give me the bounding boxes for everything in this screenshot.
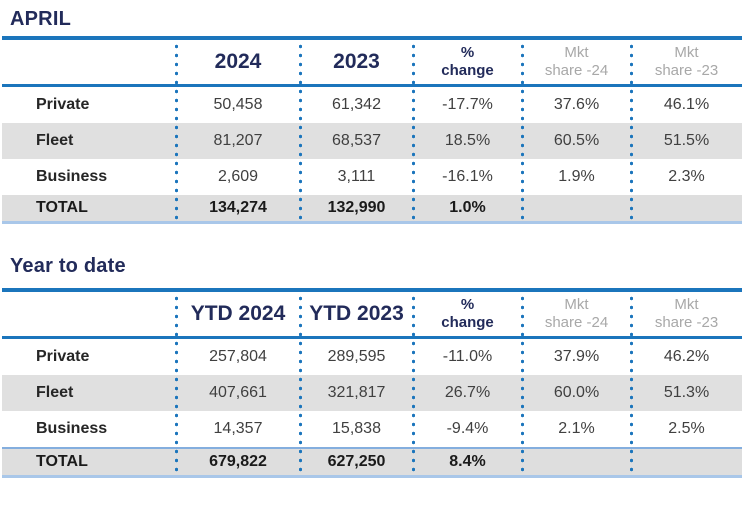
header-mkt-share-24-line1: Mkt (564, 296, 589, 313)
value-cell: -17.7% (442, 96, 493, 113)
value-cell: 37.6% (553, 96, 600, 113)
year-to-date-table: YTD 2024 YTD 2023 % change Mkt share -24… (2, 288, 742, 478)
table-header-row: YTD 2024 YTD 2023 % change Mkt share -24… (2, 292, 742, 339)
value-cell: 26.7% (444, 384, 491, 401)
april-table: 2024 2023 % change Mkt share -24 Mkt sha… (2, 36, 742, 224)
value-cell: 1.0% (449, 199, 486, 216)
value-cell: 1.9% (558, 168, 595, 185)
value-cell: 8.4% (449, 453, 486, 470)
value-cell: -16.1% (442, 168, 493, 185)
value-cell: 2.3% (668, 168, 705, 185)
row-label: Private (36, 96, 90, 113)
header-pct-change-line1: % (460, 44, 475, 61)
table-row-private: Private 257,804 289,595 -11.0% 37.9% 46.… (2, 339, 742, 375)
value-cell: 51.5% (663, 132, 710, 149)
header-pct-change-line2: change (441, 62, 494, 79)
value-cell: 68,537 (332, 132, 381, 149)
value-cell: 321,817 (327, 384, 386, 401)
value-cell: -9.4% (446, 420, 489, 437)
value-cell: 627,250 (327, 453, 386, 470)
table-row-total: TOTAL 679,822 627,250 8.4% (2, 447, 742, 478)
header-mkt-share-24-line2: share -24 (544, 62, 609, 79)
header-mkt-share-24-line1: Mkt (564, 44, 589, 61)
row-label: Private (36, 348, 90, 365)
value-cell: 257,804 (209, 348, 267, 365)
row-label: TOTAL (36, 199, 88, 216)
value-cell: 46.2% (663, 348, 710, 365)
header-mkt-share-24-line2: share -24 (544, 314, 609, 331)
header-mkt-share-23: Mkt share -23 (631, 296, 742, 332)
header-ytd-2024: YTD 2024 (190, 302, 286, 325)
value-cell: 81,207 (213, 132, 263, 149)
header-ytd-2023: YTD 2023 (309, 302, 404, 325)
value-cell: 679,822 (209, 453, 267, 470)
row-label: TOTAL (36, 453, 88, 470)
value-cell: 132,990 (327, 199, 386, 216)
value-cell: 15,838 (332, 420, 381, 437)
value-cell: 60.0% (553, 384, 600, 401)
header-mkt-share-24: Mkt share -24 (522, 44, 631, 80)
value-cell: 289,595 (327, 348, 386, 365)
header-mkt-share-23-line2: share -23 (654, 62, 719, 79)
value-cell: 46.1% (663, 96, 710, 113)
header-pct-change-line2: change (441, 314, 494, 331)
value-cell: -11.0% (442, 348, 493, 365)
header-mkt-share-23: Mkt share -23 (631, 44, 742, 80)
table-row-fleet: Fleet 81,207 68,537 18.5% 60.5% 51.5% (2, 123, 742, 159)
header-pct-change: % change (413, 44, 522, 80)
header-mkt-share-23-line2: share -23 (654, 314, 719, 331)
header-year-2023: 2023 (333, 50, 380, 73)
value-cell: 2.5% (668, 420, 705, 437)
value-cell: 2,609 (217, 168, 259, 185)
value-cell: 3,111 (337, 168, 376, 185)
value-cell: 50,458 (213, 96, 263, 113)
row-label: Fleet (36, 132, 74, 149)
table-row-fleet: Fleet 407,661 321,817 26.7% 60.0% 51.3% (2, 375, 742, 411)
table-row-total: TOTAL 134,274 132,990 1.0% (2, 195, 742, 224)
value-cell: 407,661 (209, 384, 267, 401)
value-cell: 51.3% (663, 384, 710, 401)
row-label: Fleet (36, 384, 74, 401)
value-cell: 2.1% (558, 420, 595, 437)
section-title-april: APRIL (10, 8, 71, 30)
section-title-year-to-date: Year to date (10, 255, 126, 277)
header-mkt-share-23-line1: Mkt (674, 296, 699, 313)
row-label: Business (36, 420, 108, 437)
table-header-row: 2024 2023 % change Mkt share -24 Mkt sha… (2, 40, 742, 87)
header-year-2024: 2024 (214, 50, 262, 73)
table-row-business: Business 14,357 15,838 -9.4% 2.1% 2.5% (2, 411, 742, 447)
row-label: Business (36, 168, 108, 185)
report-page: APRIL 2024 2023 % change Mkt share -24 M… (2, 8, 742, 478)
value-cell: 61,342 (332, 96, 381, 113)
value-cell: 18.5% (444, 132, 491, 149)
value-cell: 14,357 (213, 420, 263, 437)
header-mkt-share-23-line1: Mkt (674, 44, 699, 61)
header-mkt-share-24: Mkt share -24 (522, 296, 631, 332)
table-row-business: Business 2,609 3,111 -16.1% 1.9% 2.3% (2, 159, 742, 195)
header-pct-change-line1: % (460, 296, 475, 313)
table-row-private: Private 50,458 61,342 -17.7% 37.6% 46.1% (2, 87, 742, 123)
header-pct-change: % change (413, 296, 522, 332)
value-cell: 37.9% (553, 348, 600, 365)
value-cell: 134,274 (209, 199, 267, 216)
value-cell: 60.5% (553, 132, 600, 149)
